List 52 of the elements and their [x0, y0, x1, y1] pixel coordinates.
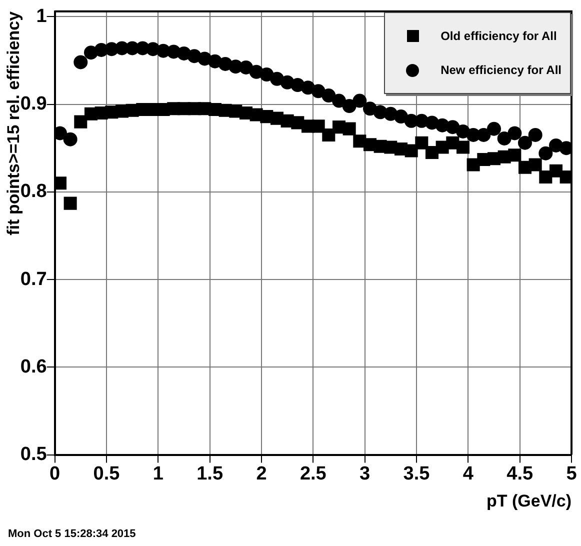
y-tick-label: 0.5	[20, 444, 48, 466]
point	[54, 176, 66, 190]
point	[528, 158, 542, 172]
x-tick-label: 2	[256, 463, 267, 484]
y-tick-label: 1	[36, 6, 48, 27]
point	[528, 128, 542, 142]
point	[312, 120, 325, 133]
y-tick-label: 0.8	[20, 181, 47, 202]
y-tick-label: 0.9	[20, 94, 47, 115]
x-axis-title: pT (GeV/c)	[486, 491, 572, 510]
x-tick-label: 3	[360, 463, 370, 484]
point	[560, 170, 572, 184]
y-tick-label: 0.6	[20, 356, 47, 378]
point	[497, 131, 512, 146]
point	[446, 120, 460, 134]
point	[394, 110, 408, 124]
point	[518, 136, 532, 150]
point	[342, 99, 356, 114]
point	[486, 122, 501, 136]
point	[508, 148, 522, 162]
point	[342, 122, 356, 136]
point	[74, 55, 88, 70]
point	[456, 140, 470, 154]
point	[404, 144, 418, 158]
point	[476, 128, 491, 142]
point	[322, 88, 336, 103]
point	[311, 84, 326, 98]
point	[63, 132, 78, 146]
point	[538, 146, 553, 160]
text: Mon Oct 5 15:28:34 2015	[8, 528, 136, 540]
legend-label: Old efficiency for All	[440, 29, 557, 44]
x-tick-label: 3.5	[403, 463, 430, 484]
x-tick-label: 1.5	[196, 463, 224, 484]
point	[415, 136, 428, 150]
point	[332, 94, 346, 108]
point	[74, 115, 88, 128]
legend-label: New efficiency for All	[440, 63, 562, 78]
y-tick-label: 0.7	[20, 268, 47, 290]
x-tick-label: 4	[462, 463, 474, 484]
point	[352, 94, 367, 108]
point	[549, 164, 563, 178]
x-tick-label: 0.5	[93, 463, 120, 484]
x-tick-label: 2.5	[300, 463, 327, 484]
x-tick-label: 4.5	[506, 463, 534, 484]
x-tick-label: 1	[152, 463, 164, 484]
point	[508, 126, 522, 140]
x-tick-label: 5	[566, 463, 578, 484]
point	[260, 67, 274, 82]
point	[322, 128, 336, 142]
x-tick-label: 0	[50, 463, 60, 484]
point	[64, 196, 77, 210]
point	[238, 60, 253, 74]
